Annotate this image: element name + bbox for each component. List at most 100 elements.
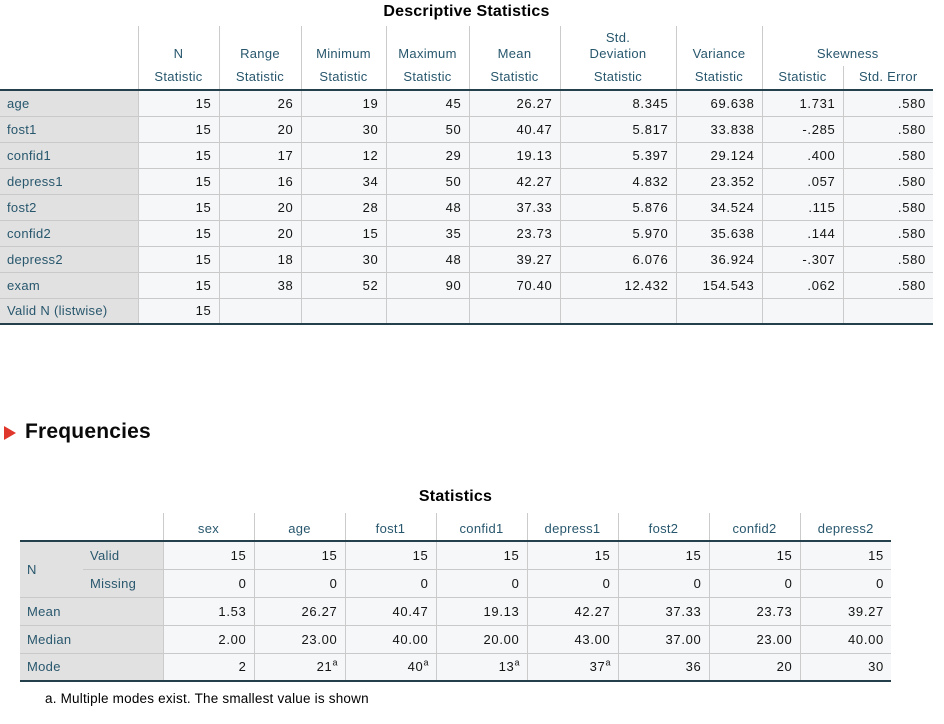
data-cell: [300, 297, 386, 325]
row-label-cell: fost2: [0, 193, 138, 220]
data-cell: 0: [617, 568, 709, 597]
data-cell: 0: [253, 568, 345, 597]
header-corner-cell: [20, 513, 163, 542]
table-row: Mean 1.53 26.27 40.47 19.13 42.27 37.33 23.73 39…: [20, 596, 891, 625]
data-cell: 43.00: [526, 624, 618, 653]
table-row: fost2 15 20 28 48 37.33 5.876 34.524.115.580: [0, 193, 933, 220]
column-subheader: Statistic: [675, 66, 762, 91]
data-cell: 34.524: [675, 193, 762, 220]
data-cell: 29.124: [675, 141, 762, 168]
data-cell: 19.13: [435, 596, 527, 625]
column-subheader: Statistic: [559, 66, 676, 91]
data-cell: 23.352: [675, 167, 762, 194]
table-row: N Valid 15 15 15 15 15 15 15 15: [20, 541, 891, 597]
data-cell: 15: [137, 297, 219, 325]
column-group-header: Variance: [675, 26, 762, 66]
footnote-marker: a: [332, 657, 338, 668]
data-cell: 39.27: [799, 596, 891, 625]
footnote-marker: a: [514, 657, 520, 668]
descriptives-body: age 15 26 19 45 26.27 8.345 69.638 1.731.580 fost…: [0, 90, 933, 325]
column-subheader: Statistic: [300, 66, 386, 91]
column-subheader: Statistic: [218, 66, 301, 91]
data-cell: 35.638: [675, 219, 762, 246]
data-cell: 15: [137, 90, 219, 116]
data-cell: 20: [218, 193, 301, 220]
data-cell: .580: [842, 115, 933, 142]
descriptives-table-title: Descriptive Statistics: [383, 3, 550, 20]
row-label-cell: age: [0, 90, 138, 116]
data-cell: 0: [708, 568, 800, 597]
statistics-header: sex age fost1 confid1 depress1 fost2 confid2 de…: [20, 513, 891, 542]
data-cell: 4.832: [559, 167, 676, 194]
table-row: confid2 15 20 15 35 23.73 5.970 35.638.144.580: [0, 219, 933, 246]
data-cell: -.307: [761, 245, 843, 272]
data-cell: 15: [708, 541, 800, 569]
statistics-section: Statistics sex age fost1 confid1 depress1 fos…: [20, 488, 891, 706]
data-cell: 15: [435, 541, 527, 569]
row-label-cell: Mean: [20, 596, 163, 625]
data-cell: 69.638: [675, 90, 762, 116]
data-cell: 15: [344, 541, 436, 569]
row-label-cell: exam: [0, 271, 138, 298]
data-cell: 15: [137, 193, 219, 220]
data-cell: .580: [842, 245, 933, 272]
data-cell: 39.27: [468, 245, 560, 272]
data-cell: 20.00: [435, 624, 527, 653]
data-cell: .062: [761, 271, 843, 298]
data-cell: 33.838: [675, 115, 762, 142]
data-cell: 21a: [253, 652, 345, 682]
data-cell: 48: [385, 245, 469, 272]
table-row: fost1 15 20 30 50 40.47 5.817 33.838 -.285.580: [0, 115, 933, 142]
row-label-cell: confid1: [0, 141, 138, 168]
row-sublabel-cell: Missing: [83, 568, 163, 597]
column-subheader: Std. Error: [842, 66, 933, 91]
data-cell: 15: [137, 167, 219, 194]
table-row: depress1 15 16 34 50 42.27 4.832 23.352.057.580: [0, 167, 933, 194]
data-cell: 30: [300, 245, 386, 272]
data-cell: 35: [385, 219, 469, 246]
data-cell: 8.345: [559, 90, 676, 116]
data-cell: 15: [526, 541, 618, 569]
column-subheader: Statistic: [385, 66, 469, 91]
data-cell: 28: [300, 193, 386, 220]
statistics-table: sex age fost1 confid1 depress1 fost2 confid2 de…: [20, 513, 891, 682]
table-row: Median 2.00 23.00 40.00 20.00 43.00 37.00 23.00…: [20, 624, 891, 653]
data-cell: 20: [218, 219, 301, 246]
descriptive-statistics-table: N Range Minimum Maximum Mean Std. Deviation Va…: [0, 26, 933, 325]
data-cell: 36.924: [675, 245, 762, 272]
data-cell: .580: [842, 141, 933, 168]
column-group-header: Range: [218, 26, 301, 66]
data-cell: 19: [300, 90, 386, 116]
data-cell: .580: [842, 193, 933, 220]
data-cell: 50: [385, 167, 469, 194]
table-row: Missing 0 0 0 0 0 0 0 0: [20, 568, 891, 597]
data-cell: .400: [761, 141, 843, 168]
data-cell: 15: [253, 541, 345, 569]
data-cell: [761, 297, 843, 325]
data-cell: 42.27: [468, 167, 560, 194]
data-cell: 23.73: [468, 219, 560, 246]
data-cell: 19.13: [468, 141, 560, 168]
data-cell: 0: [799, 568, 891, 597]
row-label-cell: depress1: [0, 167, 138, 194]
data-cell: 16: [218, 167, 301, 194]
data-cell: [559, 297, 676, 325]
data-cell: .580: [842, 167, 933, 194]
data-cell: 20: [218, 115, 301, 142]
data-cell: 40a: [344, 652, 436, 682]
data-cell: 38: [218, 271, 301, 298]
data-cell: .057: [761, 167, 843, 194]
data-cell: 20: [708, 652, 800, 682]
data-cell: 15: [137, 141, 219, 168]
table-row: Mode 2 21a 40a 13a 37a 36 20 30: [20, 652, 891, 682]
column-group-header: N: [137, 26, 219, 66]
table-row: Valid N (listwise) 15: [0, 297, 933, 325]
column-header: confid2: [708, 513, 800, 542]
data-cell: 45: [385, 90, 469, 116]
data-cell: 0: [526, 568, 618, 597]
data-cell: 52: [300, 271, 386, 298]
table-row: age 15 26 19 45 26.27 8.345 69.638 1.731.580: [0, 90, 933, 116]
header-corner-cell: [0, 26, 138, 91]
data-cell: [385, 297, 469, 325]
data-cell: 15: [300, 219, 386, 246]
